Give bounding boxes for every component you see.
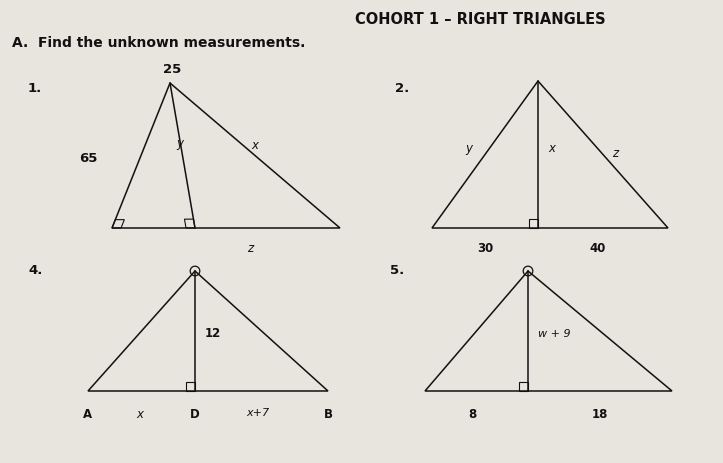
Text: 65: 65	[80, 152, 98, 165]
Text: z: z	[247, 242, 253, 255]
Text: 40: 40	[590, 242, 606, 255]
Text: D: D	[190, 407, 200, 420]
Text: 8: 8	[468, 407, 476, 420]
Text: x: x	[137, 407, 143, 420]
Text: B: B	[323, 407, 333, 420]
Text: z: z	[612, 147, 618, 160]
Text: 18: 18	[592, 407, 608, 420]
Text: 12: 12	[205, 327, 221, 340]
Text: y: y	[465, 142, 472, 155]
Text: y: y	[176, 137, 183, 150]
Text: 25: 25	[163, 63, 181, 76]
Text: 30: 30	[477, 242, 493, 255]
Text: 5.: 5.	[390, 263, 404, 276]
Text: 1.: 1.	[28, 82, 42, 95]
Text: w + 9: w + 9	[538, 328, 570, 338]
Text: A: A	[83, 407, 93, 420]
Text: x: x	[548, 142, 555, 155]
Text: COHORT 1 – RIGHT TRIANGLES: COHORT 1 – RIGHT TRIANGLES	[355, 12, 605, 27]
Text: x: x	[252, 139, 259, 152]
Text: 4.: 4.	[28, 263, 43, 276]
Text: A.  Find the unknown measurements.: A. Find the unknown measurements.	[12, 36, 305, 50]
Text: x+7: x+7	[247, 407, 270, 417]
Text: 2.: 2.	[395, 82, 409, 95]
